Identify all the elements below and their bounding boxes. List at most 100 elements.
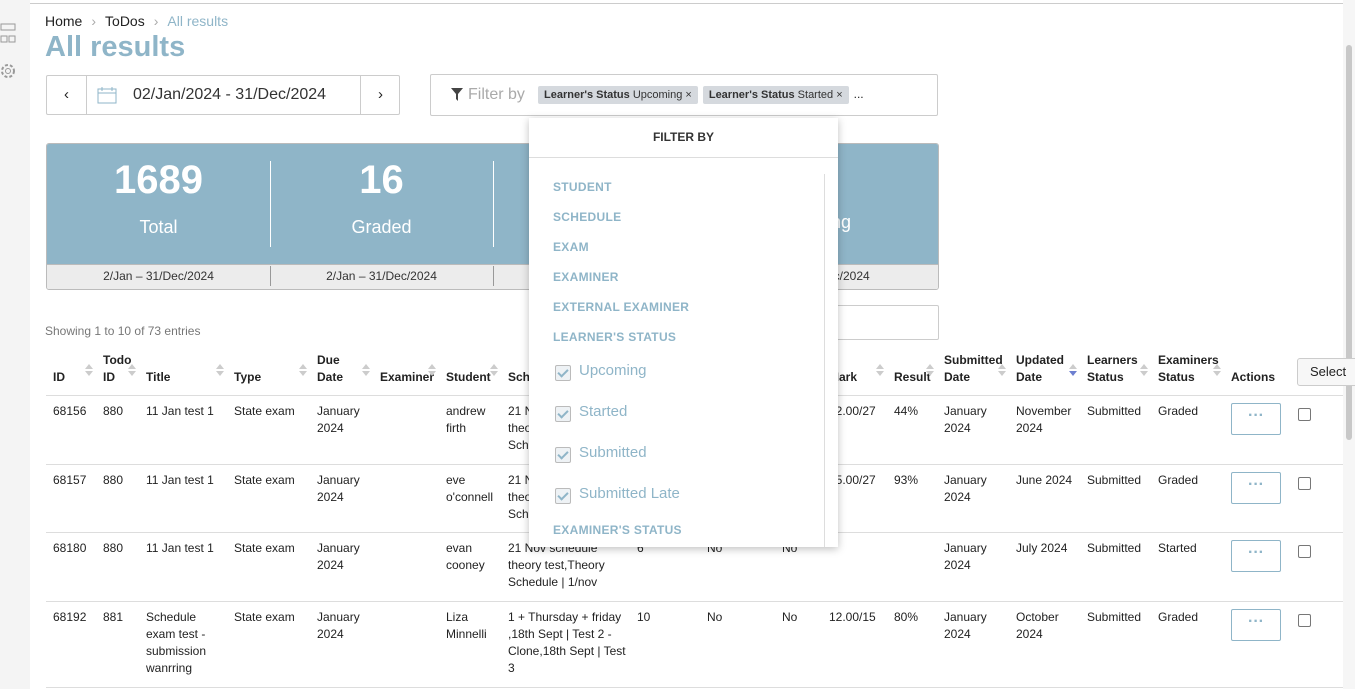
action-button[interactable]: ··· bbox=[1231, 472, 1281, 504]
sort-icon[interactable] bbox=[216, 371, 224, 376]
sort-icon[interactable] bbox=[216, 364, 224, 369]
sidebar-icons[interactable] bbox=[0, 0, 30, 90]
sort-icon[interactable] bbox=[490, 371, 498, 376]
table-cell: State exam bbox=[234, 541, 295, 555]
dropdown-scrollbar[interactable] bbox=[824, 174, 825, 547]
table-cell: January 2024 bbox=[317, 541, 360, 572]
filter-section[interactable]: STUDENT bbox=[553, 180, 612, 194]
sort-icon[interactable] bbox=[128, 364, 136, 369]
table-cell: 11 Jan test 1 bbox=[146, 541, 214, 555]
table-cell: State exam bbox=[234, 473, 295, 487]
sort-icon[interactable] bbox=[926, 371, 934, 376]
table-cell: Started bbox=[1158, 541, 1197, 555]
sort-icon[interactable] bbox=[1069, 364, 1077, 369]
sort-icon[interactable] bbox=[85, 371, 93, 376]
column-header[interactable]: Type bbox=[234, 370, 262, 384]
sort-icon[interactable] bbox=[299, 371, 307, 376]
sort-icon[interactable] bbox=[1213, 364, 1221, 369]
column-header[interactable]: Learners Status bbox=[1087, 353, 1138, 384]
crumb[interactable]: ToDos bbox=[105, 13, 145, 29]
column-header[interactable]: Actions bbox=[1231, 370, 1276, 384]
sort-icon[interactable] bbox=[998, 371, 1006, 376]
sort-icon[interactable] bbox=[490, 364, 498, 369]
sort-icon[interactable] bbox=[876, 364, 884, 369]
table-cell: No bbox=[707, 610, 723, 624]
stat-label: Total bbox=[139, 217, 178, 237]
crumb[interactable]: Home bbox=[45, 13, 83, 29]
column-header[interactable]: Result bbox=[894, 370, 931, 384]
filter-section[interactable]: EXAMINER bbox=[553, 270, 619, 284]
filter-option[interactable]: Started bbox=[579, 403, 628, 420]
filter-chip[interactable]: Learner's Status Upcoming × bbox=[538, 86, 698, 104]
row-checkbox[interactable] bbox=[1298, 545, 1311, 558]
filter-chip[interactable]: Learner's Status Started × bbox=[702, 86, 849, 104]
action-button[interactable]: ··· bbox=[1231, 403, 1281, 435]
filter-option[interactable]: Submitted Late bbox=[579, 485, 680, 502]
table-cell: 1 + Thursday + friday ,18th Sept | Test … bbox=[508, 610, 626, 675]
next-button[interactable]: › bbox=[360, 76, 400, 114]
action-button[interactable]: ··· bbox=[1231, 609, 1281, 641]
filter-more[interactable]: ... bbox=[853, 87, 864, 101]
option-checkbox[interactable] bbox=[555, 447, 571, 463]
sort-icon[interactable] bbox=[876, 371, 884, 376]
option-checkbox[interactable] bbox=[555, 365, 571, 381]
column-header[interactable]: ID bbox=[53, 370, 65, 384]
crumb: All results bbox=[167, 13, 229, 29]
column-header[interactable]: Title bbox=[146, 370, 171, 384]
column-header[interactable]: Due Date bbox=[317, 353, 344, 384]
table-cell: January 2024 bbox=[317, 610, 360, 641]
sort-icon[interactable] bbox=[998, 364, 1006, 369]
sort-icon[interactable] bbox=[1069, 371, 1077, 376]
sidebar bbox=[0, 0, 30, 689]
row-checkbox[interactable] bbox=[1298, 614, 1311, 627]
column-header[interactable]: Todo ID bbox=[103, 353, 132, 384]
scroll-thumb[interactable] bbox=[1346, 45, 1352, 440]
action-button[interactable]: ··· bbox=[1231, 540, 1281, 572]
stat-divider bbox=[493, 161, 494, 247]
filter-section[interactable]: EXTERNAL EXAMINER bbox=[553, 300, 690, 314]
option-checkbox[interactable] bbox=[555, 488, 571, 504]
sort-icon[interactable] bbox=[428, 364, 436, 369]
option-checkbox[interactable] bbox=[555, 406, 571, 422]
page-title: All results bbox=[45, 31, 186, 63]
sort-icon[interactable] bbox=[1140, 371, 1148, 376]
sort-icon[interactable] bbox=[128, 371, 136, 376]
filter-option[interactable]: Submitted bbox=[579, 444, 647, 461]
select-button[interactable]: Select bbox=[1297, 358, 1355, 386]
stat-range: 2/Jan – 31/Dec/2024 bbox=[103, 269, 214, 283]
table-cell: January 2024 bbox=[317, 404, 360, 435]
table-cell: July 2024 bbox=[1016, 541, 1068, 555]
sort-icon[interactable] bbox=[85, 364, 93, 369]
chip-value: Upcoming bbox=[632, 89, 683, 101]
sort-icon[interactable] bbox=[1213, 371, 1221, 376]
table-cell: 11 Jan test 1 bbox=[146, 473, 214, 487]
column-header[interactable]: Updated Date bbox=[1016, 353, 1064, 384]
sort-icon[interactable] bbox=[362, 364, 370, 369]
sort-icon[interactable] bbox=[1140, 364, 1148, 369]
table-cell: 68156 bbox=[53, 404, 87, 418]
filter-box[interactable]: Filter by Learner's Status Upcoming × Lea… bbox=[430, 74, 938, 116]
filter-section[interactable]: SCHEDULE bbox=[553, 210, 622, 224]
sort-icon[interactable] bbox=[299, 364, 307, 369]
filter-section[interactable]: LEARNER'S STATUS bbox=[553, 330, 677, 344]
sort-icon[interactable] bbox=[362, 371, 370, 376]
row-checkbox[interactable] bbox=[1298, 408, 1311, 421]
table-cell: Submitted bbox=[1087, 541, 1142, 555]
filter-section[interactable]: EXAMINER'S STATUS bbox=[553, 523, 682, 537]
date-range[interactable]: 02/Jan/2024 - 31/Dec/2024 bbox=[133, 86, 327, 103]
filter-option[interactable]: Upcoming bbox=[579, 362, 647, 379]
row-checkbox[interactable] bbox=[1298, 477, 1311, 490]
column-header[interactable]: Examiner bbox=[380, 370, 435, 384]
column-header[interactable]: Submitted Date bbox=[944, 353, 1003, 384]
prev-button[interactable]: ‹ bbox=[47, 76, 87, 114]
table-cell: Submitted bbox=[1087, 610, 1142, 624]
sort-icon[interactable] bbox=[926, 364, 934, 369]
column-header[interactable]: Student bbox=[446, 370, 491, 384]
filter-section[interactable]: EXAM bbox=[553, 240, 589, 254]
table-cell: Schedule exam test - submission wanrring bbox=[146, 610, 207, 675]
column-header[interactable]: Examiners Status bbox=[1158, 353, 1219, 384]
scrollbar[interactable] bbox=[1343, 0, 1355, 689]
sort-icon[interactable] bbox=[428, 371, 436, 376]
dropdown-title: FILTER BY bbox=[652, 130, 715, 144]
